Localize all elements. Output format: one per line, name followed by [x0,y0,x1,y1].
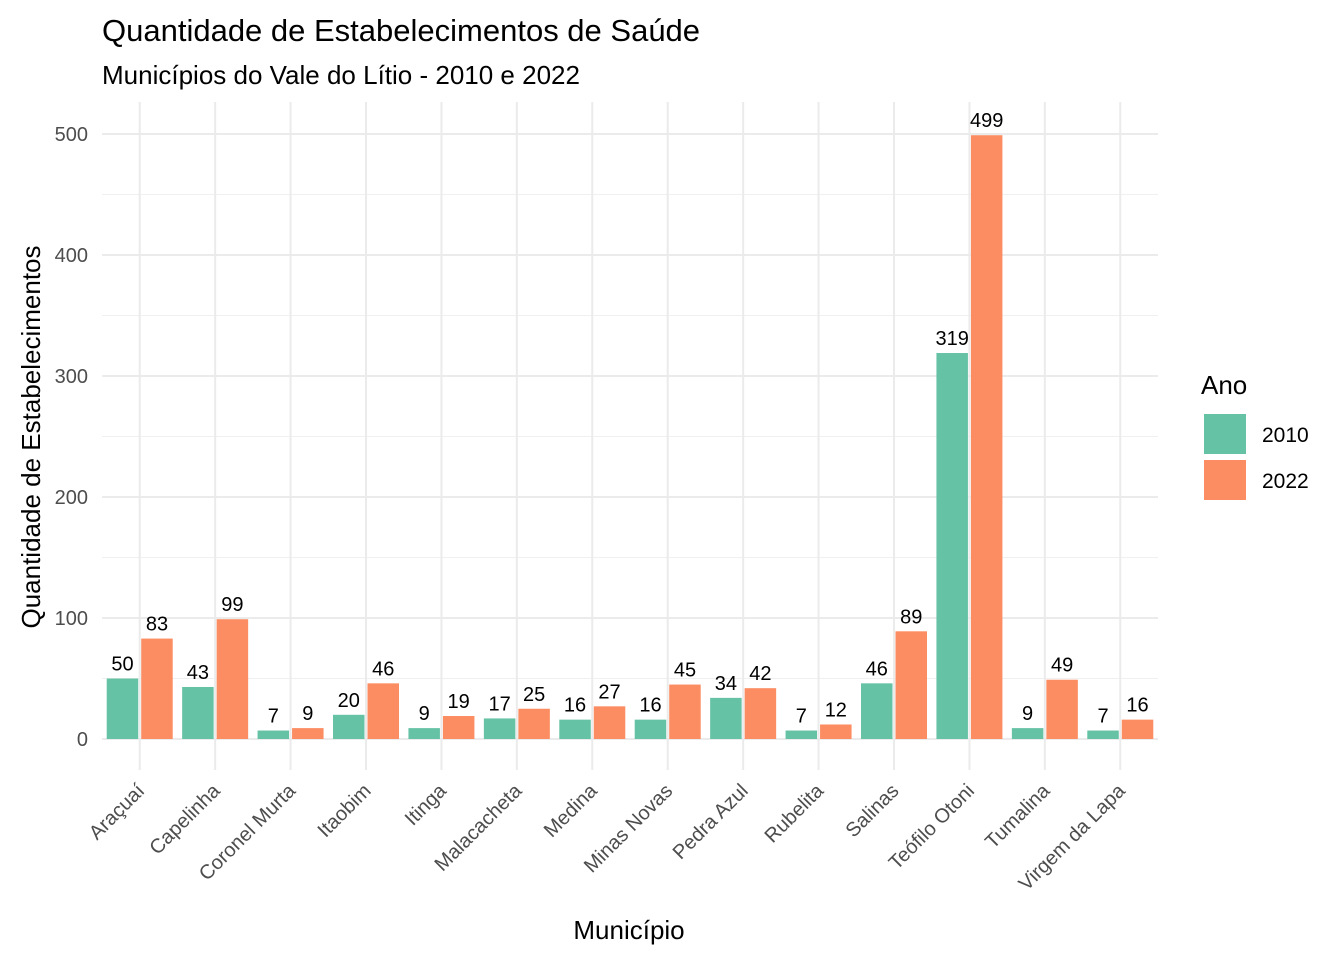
bar-2022 [518,708,550,739]
bar-value-label: 49 [1051,655,1073,677]
y-tick-label: 300 [55,366,88,388]
bar-value-label: 9 [302,703,313,725]
legend-title: Ano [1201,370,1247,400]
bar-2022 [141,638,173,739]
bar-2010 [483,718,516,739]
x-axis-title: Município [573,915,684,945]
bar-2010 [785,730,818,739]
y-tick-label: 0 [77,729,88,751]
bar-2022 [895,631,927,739]
x-tick-label: Pedra Azul [669,780,753,864]
bar-value-label: 319 [935,328,968,350]
bar-2022 [593,706,626,739]
bar-value-label: 16 [639,695,661,717]
legend-label: 2010 [1262,424,1309,447]
bar-2022 [744,688,777,739]
x-tick-label: Araçuaí [85,780,150,845]
legend: Ano 2010 2022 [1201,370,1309,500]
bar-2022 [1046,679,1078,739]
bar-2022 [292,728,324,739]
bar-value-label: 46 [866,658,888,680]
bar-value-label: 42 [749,663,771,685]
x-tick-label: Tumalina [981,779,1055,853]
bar-value-label: 27 [598,681,620,703]
bar-value-label: 43 [187,662,209,684]
legend-label: 2022 [1262,470,1309,493]
chart-title: Quantidade de Estabelecimentos de Saúde [102,13,700,48]
chart-subtitle: Municípios do Vale do Lítio - 2010 e 202… [102,60,580,90]
bar-2010 [408,728,440,739]
bar-2010 [182,686,214,739]
bar-value-label: 7 [268,706,279,728]
bar-value-label: 34 [715,673,737,695]
bar-value-label: 16 [1126,695,1148,717]
bar-value-label: 99 [221,594,243,616]
bar-value-label: 7 [796,706,807,728]
bar-2010 [106,678,139,739]
x-tick-label: Medina [540,779,603,842]
x-tick-label: Capelinha [145,779,225,859]
bar-2010 [861,683,893,739]
bar-value-label: 25 [523,684,545,706]
y-axis-ticks: 0 100 200 300 400 500 [55,124,88,751]
bar-2022 [1121,719,1154,739]
bar-value-label: 89 [900,606,922,628]
x-tick-label: Itinga [401,779,452,830]
bar-2022 [970,135,1003,739]
bar-2022 [442,716,475,739]
bar-2010 [1087,730,1119,739]
bar-2010 [333,714,365,739]
bar-2010 [936,353,968,739]
bar-value-label: 83 [146,614,168,636]
x-tick-label: Rubelita [761,779,829,847]
bar-value-label: 17 [488,693,510,715]
bar-2010 [710,697,742,739]
y-tick-label: 200 [55,487,88,509]
bar-2022 [820,724,852,739]
x-tick-label: Salinas [842,780,904,842]
bar-2010 [559,719,591,739]
bar-value-label: 50 [111,654,133,676]
bars: 50 83 43 99 7 9 20 46 9 19 17 25 16 27 16 45 34 42 7 12 46 89… [106,110,1154,739]
bar-value-label: 7 [1097,706,1108,728]
bar-value-label: 19 [448,691,470,713]
bar-2022 [216,619,249,739]
bar-value-label: 16 [564,695,586,717]
legend-key-2010 [1204,414,1246,454]
bar-2022 [669,684,701,739]
y-tick-label: 400 [55,245,88,267]
y-axis-title: Quantidade de Estabelecimentos [16,245,46,628]
bar-value-label: 12 [825,699,847,721]
bar-2022 [367,683,399,739]
bar-2010 [1011,728,1044,739]
bar-2010 [634,719,667,739]
bar-value-label: 499 [970,110,1003,132]
bar-value-label: 9 [1022,703,1033,725]
x-tick-label: Itaobim [314,780,376,842]
bar-value-label: 45 [674,660,696,682]
bar-value-label: 46 [372,658,394,680]
bar-value-label: 20 [338,690,360,712]
y-tick-label: 100 [55,608,88,630]
bar-value-label: 9 [419,703,430,725]
y-tick-label: 500 [55,124,88,146]
legend-key-2022 [1204,460,1246,500]
bar-2010 [257,730,290,739]
